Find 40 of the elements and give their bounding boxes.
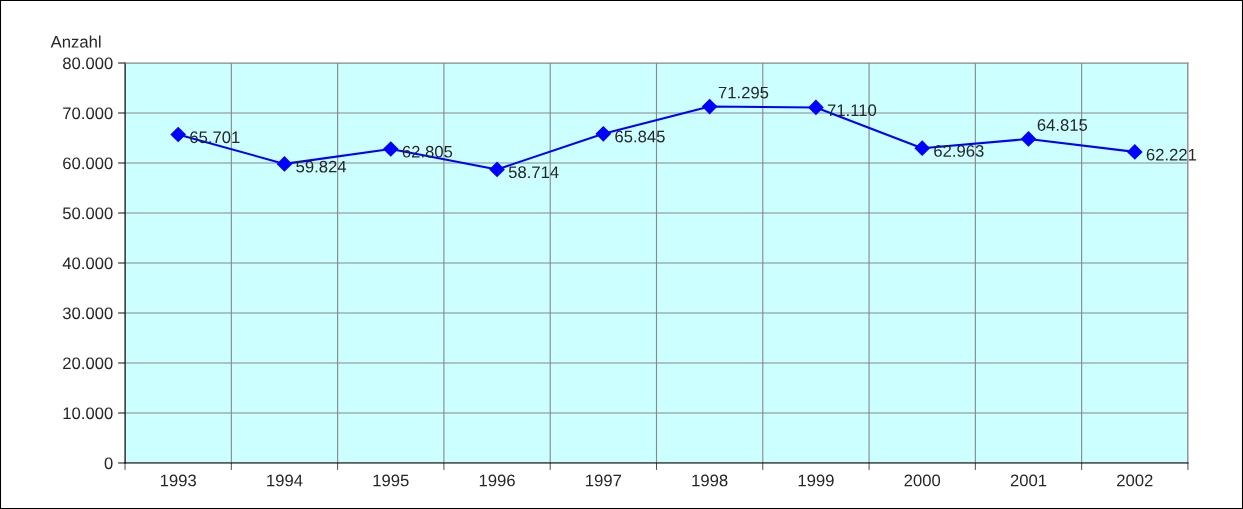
- point: [170, 126, 186, 143]
- y-tick-label: 70.000: [63, 107, 113, 120]
- point: [1127, 144, 1143, 160]
- point: [702, 98, 718, 115]
- data-label: 58.714: [508, 166, 559, 179]
- x-tick-label: 1996: [479, 474, 515, 487]
- y-tick-label: 50.000: [62, 207, 113, 220]
- point: [1020, 131, 1037, 147]
- data-label: 65.845: [615, 130, 665, 143]
- x-tick-label: 1999: [798, 474, 834, 487]
- data-label: 62.221: [1146, 148, 1197, 161]
- y-tick-label: 20.000: [63, 357, 113, 370]
- y-tick-label: 0: [104, 457, 113, 470]
- data-label: 65.701: [190, 131, 240, 144]
- point: [383, 141, 399, 157]
- data-label: 64.815: [1037, 119, 1088, 131]
- y-tick-label: 60.000: [63, 157, 113, 170]
- x-tick-label: 1993: [160, 474, 196, 487]
- point: [276, 156, 293, 172]
- data-label: 62.963: [934, 145, 984, 157]
- x-tick-label: 2001: [1010, 474, 1047, 487]
- y-tick-label: 10.000: [63, 407, 113, 420]
- y-axis-title: Anzahl: [50, 35, 101, 48]
- x-tick-label: 1997: [586, 474, 622, 487]
- data-label: 62.805: [402, 145, 453, 158]
- point: [914, 140, 930, 156]
- point: [808, 99, 824, 116]
- data-label: 71.110: [827, 104, 877, 117]
- y-tick-label: 80.000: [62, 57, 113, 70]
- x-tick-label: 1998: [692, 474, 728, 487]
- data-label: 71.295: [718, 86, 769, 99]
- y-tick-label: 40.000: [62, 257, 113, 270]
- x-tick-label: 1994: [267, 474, 303, 487]
- y-tick-label: 30.000: [62, 307, 113, 320]
- point: [489, 161, 505, 178]
- point: [595, 126, 611, 142]
- x-tick-label: 2002: [1117, 474, 1153, 487]
- x-tick-label: 2000: [904, 474, 941, 487]
- data-label: 59.824: [296, 160, 347, 173]
- x-tick-label: 1995: [373, 474, 409, 487]
